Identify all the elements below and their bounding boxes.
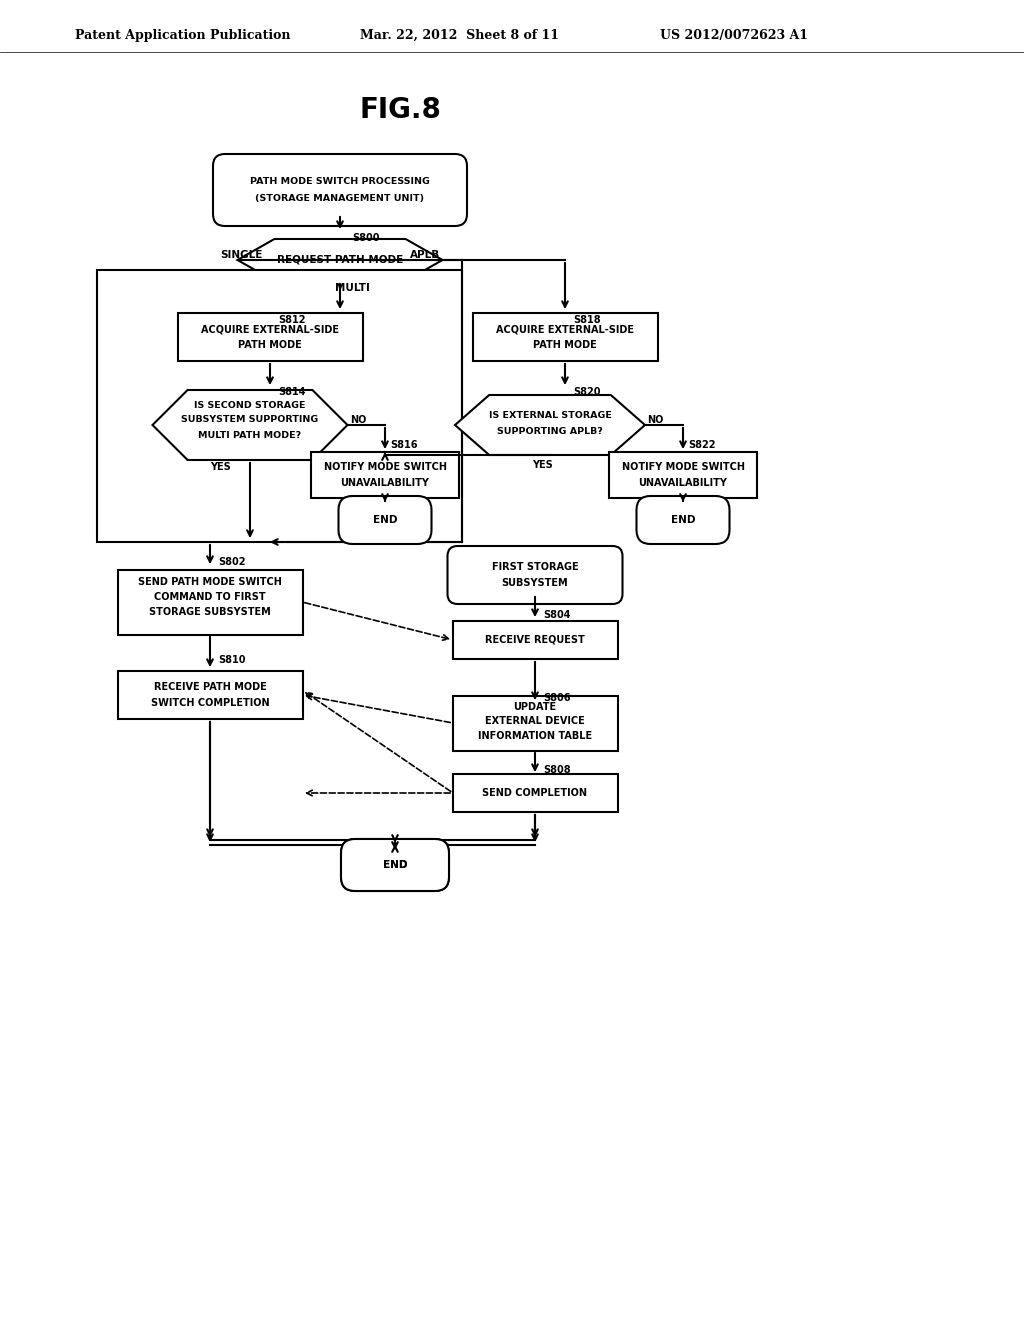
Text: S800: S800 <box>352 234 380 243</box>
Text: NOTIFY MODE SWITCH: NOTIFY MODE SWITCH <box>622 462 744 473</box>
FancyBboxPatch shape <box>453 774 617 812</box>
Text: UNAVAILABILITY: UNAVAILABILITY <box>639 478 727 488</box>
Text: FIG.8: FIG.8 <box>359 96 441 124</box>
Text: COMMAND TO FIRST: COMMAND TO FIRST <box>155 591 266 602</box>
Text: YES: YES <box>531 459 552 470</box>
Text: PATH MODE: PATH MODE <box>239 341 302 350</box>
Text: S806: S806 <box>543 693 570 704</box>
FancyBboxPatch shape <box>177 313 362 360</box>
Text: FIRST STORAGE: FIRST STORAGE <box>492 562 579 572</box>
Text: PATH MODE SWITCH PROCESSING: PATH MODE SWITCH PROCESSING <box>250 177 430 186</box>
Text: IS EXTERNAL STORAGE: IS EXTERNAL STORAGE <box>488 412 611 421</box>
Text: YES: YES <box>210 462 230 473</box>
Text: SEND COMPLETION: SEND COMPLETION <box>482 788 588 799</box>
Text: UPDATE: UPDATE <box>513 702 557 711</box>
FancyBboxPatch shape <box>97 271 462 543</box>
FancyBboxPatch shape <box>213 154 467 226</box>
Text: S804: S804 <box>543 610 570 620</box>
Text: ACQUIRE EXTERNAL-SIDE: ACQUIRE EXTERNAL-SIDE <box>201 323 339 334</box>
Text: S816: S816 <box>390 440 418 450</box>
Text: S818: S818 <box>573 315 601 325</box>
FancyBboxPatch shape <box>472 313 657 360</box>
Text: ACQUIRE EXTERNAL-SIDE: ACQUIRE EXTERNAL-SIDE <box>496 323 634 334</box>
Text: S822: S822 <box>688 440 716 450</box>
Text: REQUEST PATH MODE: REQUEST PATH MODE <box>276 255 403 265</box>
Text: SUBSYSTEM SUPPORTING: SUBSYSTEM SUPPORTING <box>181 416 318 425</box>
Text: S812: S812 <box>278 315 305 325</box>
Text: S810: S810 <box>218 655 246 665</box>
FancyBboxPatch shape <box>341 840 449 891</box>
Text: PATH MODE: PATH MODE <box>534 341 597 350</box>
Text: NO: NO <box>647 414 664 425</box>
Text: SINGLE: SINGLE <box>220 249 262 260</box>
FancyBboxPatch shape <box>447 546 623 605</box>
Text: NOTIFY MODE SWITCH: NOTIFY MODE SWITCH <box>324 462 446 473</box>
Text: RECEIVE PATH MODE: RECEIVE PATH MODE <box>154 682 266 692</box>
Text: STORAGE SUBSYSTEM: STORAGE SUBSYSTEM <box>150 607 271 616</box>
Text: SEND PATH MODE SWITCH: SEND PATH MODE SWITCH <box>138 577 282 587</box>
Text: S808: S808 <box>543 766 570 775</box>
Text: S802: S802 <box>218 557 246 568</box>
FancyBboxPatch shape <box>637 496 729 544</box>
FancyBboxPatch shape <box>609 451 757 498</box>
Text: RECEIVE REQUEST: RECEIVE REQUEST <box>485 635 585 645</box>
FancyBboxPatch shape <box>311 451 459 498</box>
FancyBboxPatch shape <box>341 840 449 891</box>
Text: MULTI: MULTI <box>335 282 370 293</box>
FancyBboxPatch shape <box>339 496 431 544</box>
Text: INFORMATION TABLE: INFORMATION TABLE <box>478 731 592 741</box>
Text: UNAVAILABILITY: UNAVAILABILITY <box>341 478 429 488</box>
Polygon shape <box>455 395 645 455</box>
Text: SUBSYSTEM: SUBSYSTEM <box>502 578 568 587</box>
Polygon shape <box>238 239 442 281</box>
Text: IS SECOND STORAGE: IS SECOND STORAGE <box>195 400 306 409</box>
Text: EXTERNAL DEVICE: EXTERNAL DEVICE <box>485 715 585 726</box>
Text: Mar. 22, 2012  Sheet 8 of 11: Mar. 22, 2012 Sheet 8 of 11 <box>360 29 559 41</box>
Polygon shape <box>153 389 347 459</box>
Text: MULTI PATH MODE?: MULTI PATH MODE? <box>199 430 301 440</box>
Text: APLB: APLB <box>410 249 440 260</box>
Text: Patent Application Publication: Patent Application Publication <box>75 29 291 41</box>
Text: S820: S820 <box>573 387 600 397</box>
Text: SUPPORTING APLB?: SUPPORTING APLB? <box>497 428 603 437</box>
Text: END: END <box>671 515 695 525</box>
FancyBboxPatch shape <box>118 671 302 719</box>
Text: S814: S814 <box>278 387 305 397</box>
Text: END: END <box>373 515 397 525</box>
Text: SWITCH COMPLETION: SWITCH COMPLETION <box>151 698 269 708</box>
FancyBboxPatch shape <box>453 620 617 659</box>
Text: END: END <box>383 861 408 870</box>
Text: (STORAGE MANAGEMENT UNIT): (STORAGE MANAGEMENT UNIT) <box>255 194 425 202</box>
Text: US 2012/0072623 A1: US 2012/0072623 A1 <box>660 29 808 41</box>
FancyBboxPatch shape <box>118 569 302 635</box>
FancyBboxPatch shape <box>453 696 617 751</box>
Text: NO: NO <box>350 414 367 425</box>
Text: END: END <box>383 861 408 870</box>
